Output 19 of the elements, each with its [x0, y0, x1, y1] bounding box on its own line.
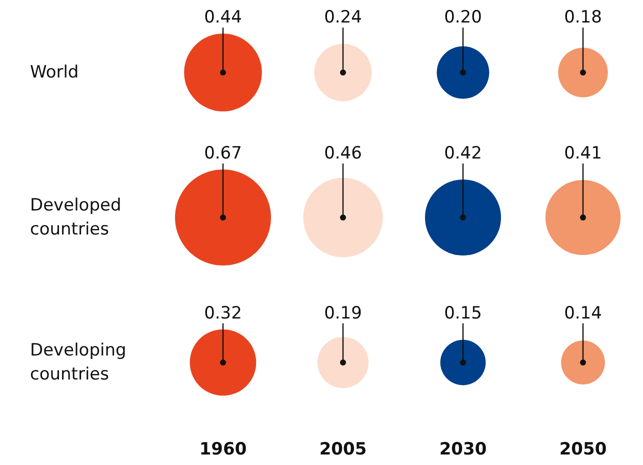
data-label: 0.18	[564, 8, 602, 28]
data-label: 0.41	[564, 144, 602, 164]
data-label: 0.20	[444, 8, 482, 28]
data-label: 0.44	[204, 8, 242, 28]
category-label: 2005	[319, 440, 367, 460]
data-label: 0.19	[324, 303, 362, 324]
category-label: 1960	[199, 440, 247, 460]
data-label: 0.46	[324, 144, 362, 164]
data-label: 0.15	[444, 303, 482, 324]
data-label: 0.32	[204, 303, 242, 324]
category-label: 2030	[439, 440, 487, 460]
category-label: World	[30, 62, 79, 82]
data-label: 0.67	[204, 144, 242, 164]
data-label: 0.24	[324, 8, 362, 28]
category-label: Developing countries	[30, 340, 126, 384]
category-label: Developed countries	[30, 196, 122, 240]
category-label: 2050	[559, 440, 607, 460]
data-label: 0.42	[444, 144, 482, 164]
data-label: 0.14	[564, 303, 602, 324]
